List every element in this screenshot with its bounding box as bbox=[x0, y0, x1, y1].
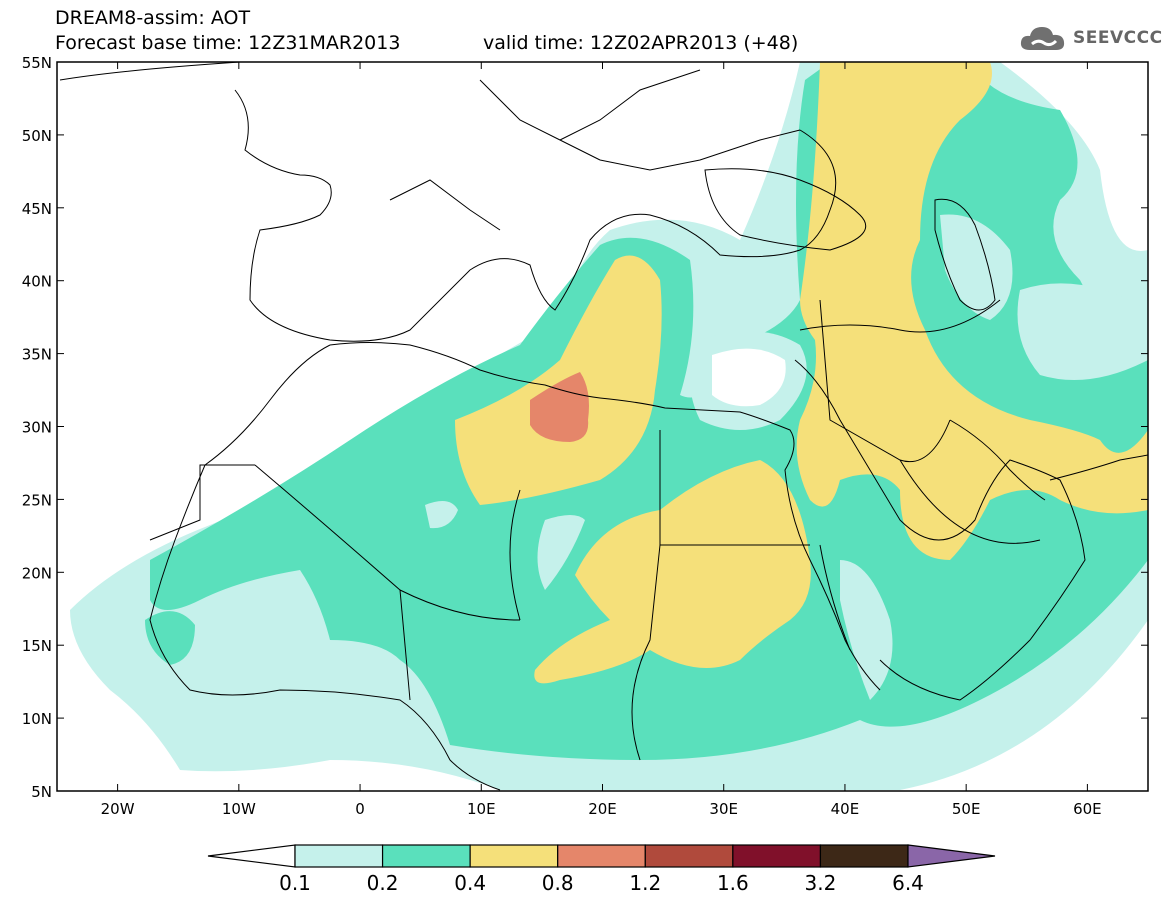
seevccc-logo: SEEVCCC bbox=[1018, 22, 1162, 56]
colorbar-label: 0.8 bbox=[542, 871, 574, 895]
colorbar-label: 3.2 bbox=[805, 871, 837, 895]
border-middle-east bbox=[799, 299, 1041, 544]
logo-text: SEEVCCC bbox=[1073, 28, 1163, 48]
aot-hole-algeria bbox=[425, 501, 458, 529]
lat-label: 25N bbox=[22, 491, 52, 509]
colorbar-label: 0.1 bbox=[279, 871, 311, 895]
lat-label: 15N bbox=[22, 637, 52, 655]
lat-label: 20N bbox=[22, 564, 52, 582]
colorbar-over-arrow bbox=[907, 844, 996, 868]
colorbar-label: 0.2 bbox=[367, 871, 399, 895]
cloud-icon bbox=[1020, 27, 1065, 50]
lon-label: 20E bbox=[588, 800, 617, 818]
aot-field bbox=[70, 62, 1148, 790]
coast-north-africa bbox=[329, 342, 881, 691]
valid-time: valid time: 12Z02APR2013 (+48) bbox=[483, 32, 799, 54]
aot-hole-niger bbox=[537, 515, 585, 590]
lon-label: 10W bbox=[222, 800, 256, 818]
lon-label: 20W bbox=[101, 800, 135, 818]
lat-label: 35N bbox=[22, 346, 52, 364]
map-axes: 55N 50N 45N 40N 35N 30N 25N 20N 15N 10N 5N 20W 10W 0 1… bbox=[22, 54, 1148, 818]
lon-label: 0 bbox=[355, 800, 365, 818]
aot-band-0.4-0.8-sahara bbox=[534, 460, 811, 684]
lat-label: 45N bbox=[22, 200, 52, 218]
colorbar-segment bbox=[644, 844, 734, 868]
aot-band-0.8-1.2 bbox=[530, 372, 589, 442]
coast-west-africa bbox=[149, 344, 501, 791]
colorbar-segment bbox=[819, 844, 909, 868]
coast-persian-gulf bbox=[949, 419, 1148, 501]
colorbar-segment bbox=[557, 844, 646, 868]
border-sahara bbox=[149, 430, 851, 761]
coast-black-caspian bbox=[704, 168, 996, 311]
colorbar-under-arrow bbox=[207, 844, 296, 868]
colorbar-label: 6.4 bbox=[892, 871, 924, 895]
lon-label: 10E bbox=[467, 800, 496, 818]
aot-hole-iran bbox=[1017, 283, 1148, 380]
lat-label: 30N bbox=[22, 419, 52, 437]
aot-hole-red-sea bbox=[840, 560, 893, 700]
lat-label: 40N bbox=[22, 273, 52, 291]
lon-label: 60E bbox=[1073, 800, 1102, 818]
aot-band-0.4-0.8-arabia bbox=[796, 62, 1148, 560]
colorbar: 0.1 0.2 0.4 0.8 1.2 1.6 3.2 6.4 bbox=[207, 844, 996, 895]
lon-label: 50E bbox=[952, 800, 981, 818]
lat-label: 5N bbox=[31, 783, 52, 801]
colorbar-segment bbox=[732, 844, 822, 868]
forecast-base-time: Forecast base time: 12Z31MAR2013 bbox=[55, 32, 401, 54]
lat-label: 10N bbox=[22, 710, 52, 728]
colorbar-label: 0.4 bbox=[454, 871, 486, 895]
colorbar-segment bbox=[469, 844, 559, 868]
lon-label: 30E bbox=[709, 800, 738, 818]
coastlines bbox=[59, 62, 1148, 791]
border-europe bbox=[389, 69, 801, 231]
lat-label: 50N bbox=[22, 127, 52, 145]
aot-hole-senegal bbox=[145, 611, 195, 665]
aot-white-eastern-med bbox=[712, 348, 786, 407]
colorbar-segment bbox=[381, 844, 471, 868]
aot-band-0.4-0.8 bbox=[455, 255, 662, 505]
coast-europe bbox=[59, 62, 837, 342]
chart-title: DREAM8-assim: AOT bbox=[55, 7, 251, 29]
colorbar-label: 1.6 bbox=[717, 871, 749, 895]
coast-arabia bbox=[794, 359, 1086, 701]
colorbar-label: 1.2 bbox=[629, 871, 661, 895]
colorbar-segment bbox=[294, 844, 384, 868]
lon-label: 40E bbox=[831, 800, 860, 818]
lat-label: 55N bbox=[22, 54, 52, 72]
